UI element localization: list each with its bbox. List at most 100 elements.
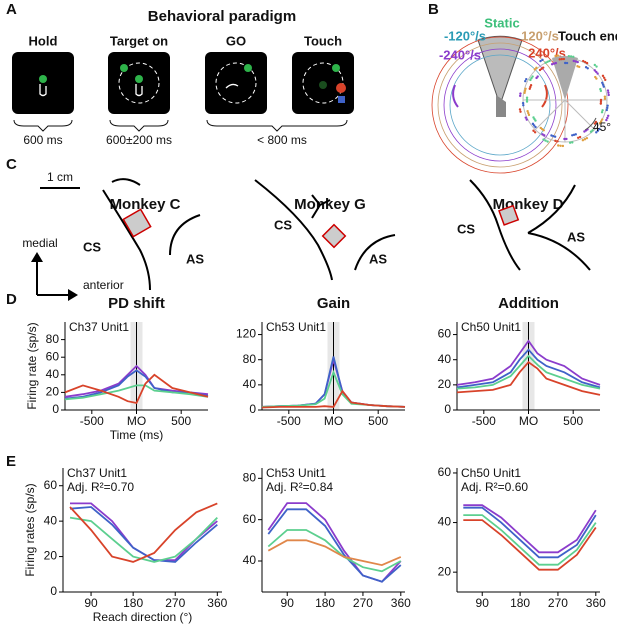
endpoint-dot xyxy=(600,111,604,114)
target-ring xyxy=(302,62,344,104)
endpoint-dot xyxy=(582,59,585,63)
static-sector xyxy=(477,35,523,107)
target xyxy=(332,64,340,72)
endpoint-dot xyxy=(524,116,527,119)
endpoint-dot xyxy=(576,136,580,139)
sulcus xyxy=(111,178,141,186)
array xyxy=(122,208,152,238)
endpoint-dot xyxy=(595,70,598,74)
endpoint-dot xyxy=(605,108,609,112)
series-line xyxy=(463,506,597,559)
y-tick-label: 40 xyxy=(243,553,257,567)
endpoint-dot xyxy=(525,77,528,81)
endpoint-dot xyxy=(572,55,575,58)
center-dot xyxy=(319,81,327,89)
endpoint-dot xyxy=(601,74,605,78)
x-tick-label: 500 xyxy=(171,414,191,428)
endpoint-dot xyxy=(585,61,589,65)
sulcus-label: CS xyxy=(457,221,475,236)
sulcus xyxy=(354,234,396,271)
ring xyxy=(443,48,557,162)
endpoint-dot xyxy=(525,100,529,103)
endpoint-dot xyxy=(606,106,609,110)
endpoint-dot xyxy=(572,59,575,63)
series-line xyxy=(463,504,597,554)
y-tick-label: 60 xyxy=(46,349,60,363)
endpoint-dot xyxy=(607,114,610,117)
axis-label: medial xyxy=(22,236,57,250)
endpoint-dot xyxy=(599,89,603,93)
endpoint-dot xyxy=(525,98,529,101)
monkey-name: Monkey C xyxy=(110,196,181,213)
endpoint-dot xyxy=(529,78,532,82)
y-tick-label: 20 xyxy=(438,564,452,578)
annotation: Ch37 Unit1 xyxy=(67,466,127,480)
x-tick-label: -500 xyxy=(277,414,301,428)
endpoint-dot xyxy=(589,130,593,133)
endpoint-dot xyxy=(593,69,596,72)
axis-label: anterior xyxy=(83,278,124,292)
endpoint-dot xyxy=(581,139,585,142)
annotation: Adj. R²=0.70 xyxy=(67,480,134,494)
endpoint-dot xyxy=(530,77,533,80)
y-tick-label: 120 xyxy=(236,327,256,341)
endpoint-dot xyxy=(565,137,568,141)
brace xyxy=(13,119,73,132)
annotation: Ch53 Unit1 xyxy=(266,320,326,334)
endpoint-dot xyxy=(557,144,560,147)
speed-label: -120°/s xyxy=(444,28,486,43)
endpoint-dot xyxy=(605,118,608,122)
target xyxy=(244,64,252,72)
arrow-head xyxy=(68,289,78,301)
endpoint-dot xyxy=(535,66,538,70)
endpoint-dot xyxy=(606,104,609,107)
endpoint-dot xyxy=(546,140,549,143)
screen xyxy=(205,52,267,114)
touch xyxy=(338,96,345,103)
arrow-head xyxy=(31,252,43,262)
endpoint-dot xyxy=(539,59,542,63)
endpoint-dot xyxy=(578,135,582,139)
endpoint-dot xyxy=(544,61,547,64)
series-line xyxy=(456,348,601,389)
endpoint-dot xyxy=(591,129,594,132)
sulcus xyxy=(469,179,521,271)
rotation-arrow xyxy=(452,84,459,108)
endpoint-dot xyxy=(519,92,522,95)
duration: < 800 ms xyxy=(257,133,307,147)
sulcus xyxy=(169,214,201,256)
static-sector xyxy=(552,56,578,100)
x-tick-label: 180 xyxy=(123,596,143,610)
y-tick-label: 60 xyxy=(438,465,452,479)
duration: 600±200 ms xyxy=(106,133,172,147)
sulcus-label: CS xyxy=(274,217,292,232)
series-line xyxy=(261,389,406,409)
brace xyxy=(206,119,348,132)
y-tick-label: 40 xyxy=(438,352,452,366)
endpoint-dot xyxy=(593,122,597,125)
endpoint-dot xyxy=(558,58,561,61)
endpoints-title: Touch endpoints xyxy=(558,28,617,43)
endpoint-dot xyxy=(523,91,526,95)
series-line xyxy=(456,339,601,386)
sulcus-label: CS xyxy=(83,239,101,254)
center-dot xyxy=(135,75,143,83)
rotation-arrow xyxy=(541,84,548,108)
endpoint-dot xyxy=(601,109,604,112)
endpoint-dot xyxy=(601,83,605,86)
hand xyxy=(135,84,143,97)
endpoint-dot xyxy=(578,65,581,69)
stage-label: GO xyxy=(226,33,246,48)
stage-label: Touch xyxy=(304,33,342,48)
annotation: Ch37 Unit1 xyxy=(69,320,129,334)
endpoint-dot xyxy=(585,136,589,140)
endpoint-dot xyxy=(603,97,607,100)
target-ring xyxy=(118,62,160,104)
sulcus-label: AS xyxy=(186,251,204,266)
series-line xyxy=(267,508,402,583)
endpoint-dot xyxy=(552,62,556,65)
hand xyxy=(496,95,506,117)
endpoint-dot xyxy=(539,126,542,130)
endpoint-dot xyxy=(595,77,598,80)
